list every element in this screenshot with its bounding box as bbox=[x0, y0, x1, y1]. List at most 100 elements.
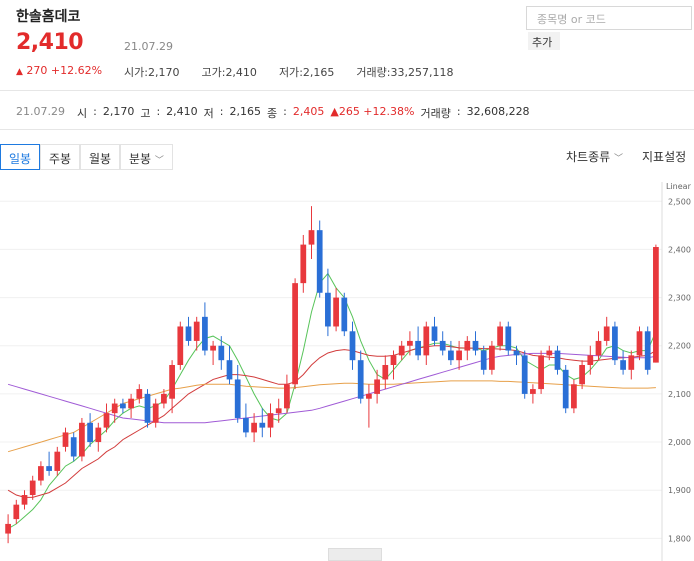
candle-body bbox=[226, 360, 233, 380]
info-high-label: 고 bbox=[140, 107, 151, 120]
candle-body bbox=[144, 393, 151, 423]
ma-line-ma5 bbox=[7, 272, 657, 530]
period-tabs: 일봉 주봉 월봉 분봉 ﹀ 차트종류 ﹀ 지표설정 bbox=[0, 144, 694, 170]
candle-body bbox=[308, 230, 315, 245]
info-volume: 32,608,228 bbox=[466, 105, 530, 118]
info-date: 21.07.29 bbox=[16, 105, 65, 118]
candle-body bbox=[620, 360, 626, 370]
stock-header: 한솔홈데코 2,410 21.07.29 ▲ 270 +12.62% 시가:2,… bbox=[0, 0, 694, 90]
candle-body bbox=[185, 326, 192, 341]
info-open-label: 시 bbox=[76, 107, 88, 120]
info-volume-label: 거래량 bbox=[420, 107, 451, 120]
candle-body bbox=[284, 384, 290, 409]
candle-body bbox=[349, 331, 356, 361]
candle-body bbox=[489, 345, 495, 370]
candle-body bbox=[366, 393, 372, 399]
low-item: 저가:2,165 bbox=[278, 66, 335, 79]
candle-body bbox=[300, 244, 307, 284]
candle-body bbox=[513, 350, 520, 356]
add-button[interactable]: 추가 bbox=[528, 32, 560, 50]
price-change-value: 270 +12.62% bbox=[26, 64, 103, 77]
candle-body bbox=[38, 466, 44, 481]
candle-body bbox=[251, 422, 257, 433]
candle-body bbox=[169, 365, 175, 399]
info-low: 2,165 bbox=[229, 105, 262, 118]
candle-body bbox=[202, 316, 208, 351]
open-value: 2,170 bbox=[147, 66, 180, 79]
quote-date: 21.07.29 bbox=[124, 40, 173, 53]
candle-body bbox=[456, 350, 462, 361]
candle-body bbox=[612, 326, 618, 361]
candle-body bbox=[374, 379, 380, 394]
chevron-down-icon: ﹀ bbox=[614, 154, 624, 164]
candle-body bbox=[95, 427, 102, 443]
candle-body bbox=[267, 413, 274, 428]
candle-body bbox=[546, 350, 553, 356]
up-arrow-icon: ▲ bbox=[16, 67, 23, 77]
indicator-settings[interactable]: 지표설정 bbox=[642, 150, 687, 164]
candle-body bbox=[579, 365, 585, 385]
candle-body bbox=[448, 350, 454, 361]
candle-body bbox=[636, 331, 643, 356]
candle-body bbox=[357, 360, 364, 399]
candle-body bbox=[325, 292, 331, 327]
info-change: ▲265 +12.38% bbox=[330, 105, 415, 118]
candle-body bbox=[333, 297, 339, 327]
y-tick-label: 2,500 bbox=[668, 197, 691, 206]
search-input[interactable]: 종목명 or 코드 bbox=[526, 6, 692, 30]
candle-body bbox=[505, 326, 512, 351]
price-change: ▲ 270 +12.62% bbox=[16, 64, 102, 77]
candle-body bbox=[603, 326, 610, 341]
y-tick-label: 2,200 bbox=[668, 342, 691, 351]
tab-weekly[interactable]: 주봉 bbox=[40, 144, 81, 170]
candle-body bbox=[538, 355, 544, 390]
volume-item: 거래량:33,257,118 bbox=[356, 66, 454, 79]
candle-body bbox=[259, 422, 266, 428]
chart-type-label: 차트종류 bbox=[566, 150, 611, 164]
y-tick-label: 2,300 bbox=[668, 294, 691, 303]
open-label: 시가 bbox=[124, 66, 145, 79]
tab-daily[interactable]: 일봉 bbox=[0, 144, 41, 170]
candle-body bbox=[316, 230, 323, 293]
open-item: 시가:2,170 bbox=[124, 66, 180, 79]
candle-body bbox=[70, 437, 77, 457]
low-value: 2,165 bbox=[302, 66, 335, 79]
candle-body bbox=[464, 340, 471, 351]
candle-body bbox=[29, 480, 36, 496]
candle-body bbox=[644, 331, 651, 370]
high-label: 고가 bbox=[201, 66, 222, 79]
chart-type-dropdown[interactable]: 차트종류 ﹀ bbox=[566, 148, 623, 165]
candle-body bbox=[218, 345, 225, 361]
ohlc-summary: 시가:2,170 고가:2,410 저가:2,165 거래량:33,257,11… bbox=[124, 64, 453, 80]
candle-body bbox=[87, 422, 93, 443]
y-tick-label: 2,100 bbox=[668, 390, 691, 399]
chart-scroll-handle[interactable] bbox=[328, 548, 382, 561]
candle-body bbox=[13, 504, 20, 520]
candle-body bbox=[407, 340, 413, 346]
candle-body bbox=[398, 345, 405, 356]
y-tick-label: 2,000 bbox=[668, 438, 691, 447]
candle-body bbox=[5, 523, 11, 534]
tab-monthly[interactable]: 월봉 bbox=[80, 144, 121, 170]
candle-body bbox=[161, 393, 167, 404]
stock-name[interactable]: 한솔홈데코 bbox=[16, 9, 81, 25]
info-close: 2,405 bbox=[292, 105, 325, 118]
candle-body bbox=[431, 326, 438, 341]
candle-body bbox=[152, 403, 159, 423]
candle-body bbox=[497, 326, 503, 346]
chevron-down-icon: ﹀ bbox=[154, 156, 164, 166]
ma-line-ma20 bbox=[7, 345, 657, 498]
candle-body bbox=[46, 466, 52, 471]
candlestick-chart[interactable]: 1,800 1,900 2,000 2,100 2,200 2,300 2,400 2,500… bbox=[0, 182, 694, 561]
candle-body bbox=[521, 355, 528, 394]
info-open: 2,170 bbox=[102, 105, 135, 118]
tab-minute-label: 분봉 bbox=[129, 152, 152, 166]
high-value: 2,410 bbox=[225, 66, 257, 79]
candle-body bbox=[382, 365, 389, 380]
candle-body bbox=[136, 389, 143, 399]
candle-body bbox=[472, 340, 479, 351]
tab-minute[interactable]: 분봉 ﹀ bbox=[120, 144, 173, 170]
candle-body bbox=[79, 422, 85, 457]
candle-body bbox=[128, 398, 134, 409]
y-tick-label: 2,400 bbox=[668, 245, 691, 254]
